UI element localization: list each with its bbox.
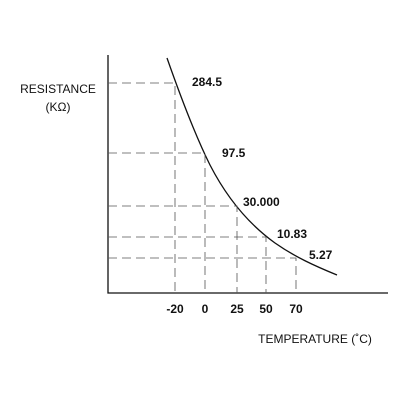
point-label: 97.5	[222, 146, 246, 160]
point-label: 284.5	[192, 75, 222, 89]
guide-line	[108, 82, 176, 293]
point-label: 5.27	[309, 248, 333, 262]
y-axis-unit: (KΩ)	[46, 100, 71, 114]
x-tick-label: 70	[289, 302, 303, 316]
guide-line	[108, 257, 297, 293]
x-tick-label: 50	[259, 302, 273, 316]
guide-line	[108, 236, 267, 293]
guide-line	[108, 152, 206, 293]
y-axis-title: RESISTANCE	[20, 82, 96, 96]
x-tick-label: 0	[202, 302, 209, 316]
point-label: 30.000	[243, 195, 280, 209]
x-tick-label: 25	[230, 302, 244, 316]
x-tick-label: -20	[166, 302, 184, 316]
guide-line	[108, 205, 238, 293]
point-label: 10.83	[277, 227, 307, 241]
curve	[166, 57, 338, 276]
axes	[107, 55, 388, 294]
x-axis-title: TEMPERATURE (˚C)	[258, 332, 372, 346]
